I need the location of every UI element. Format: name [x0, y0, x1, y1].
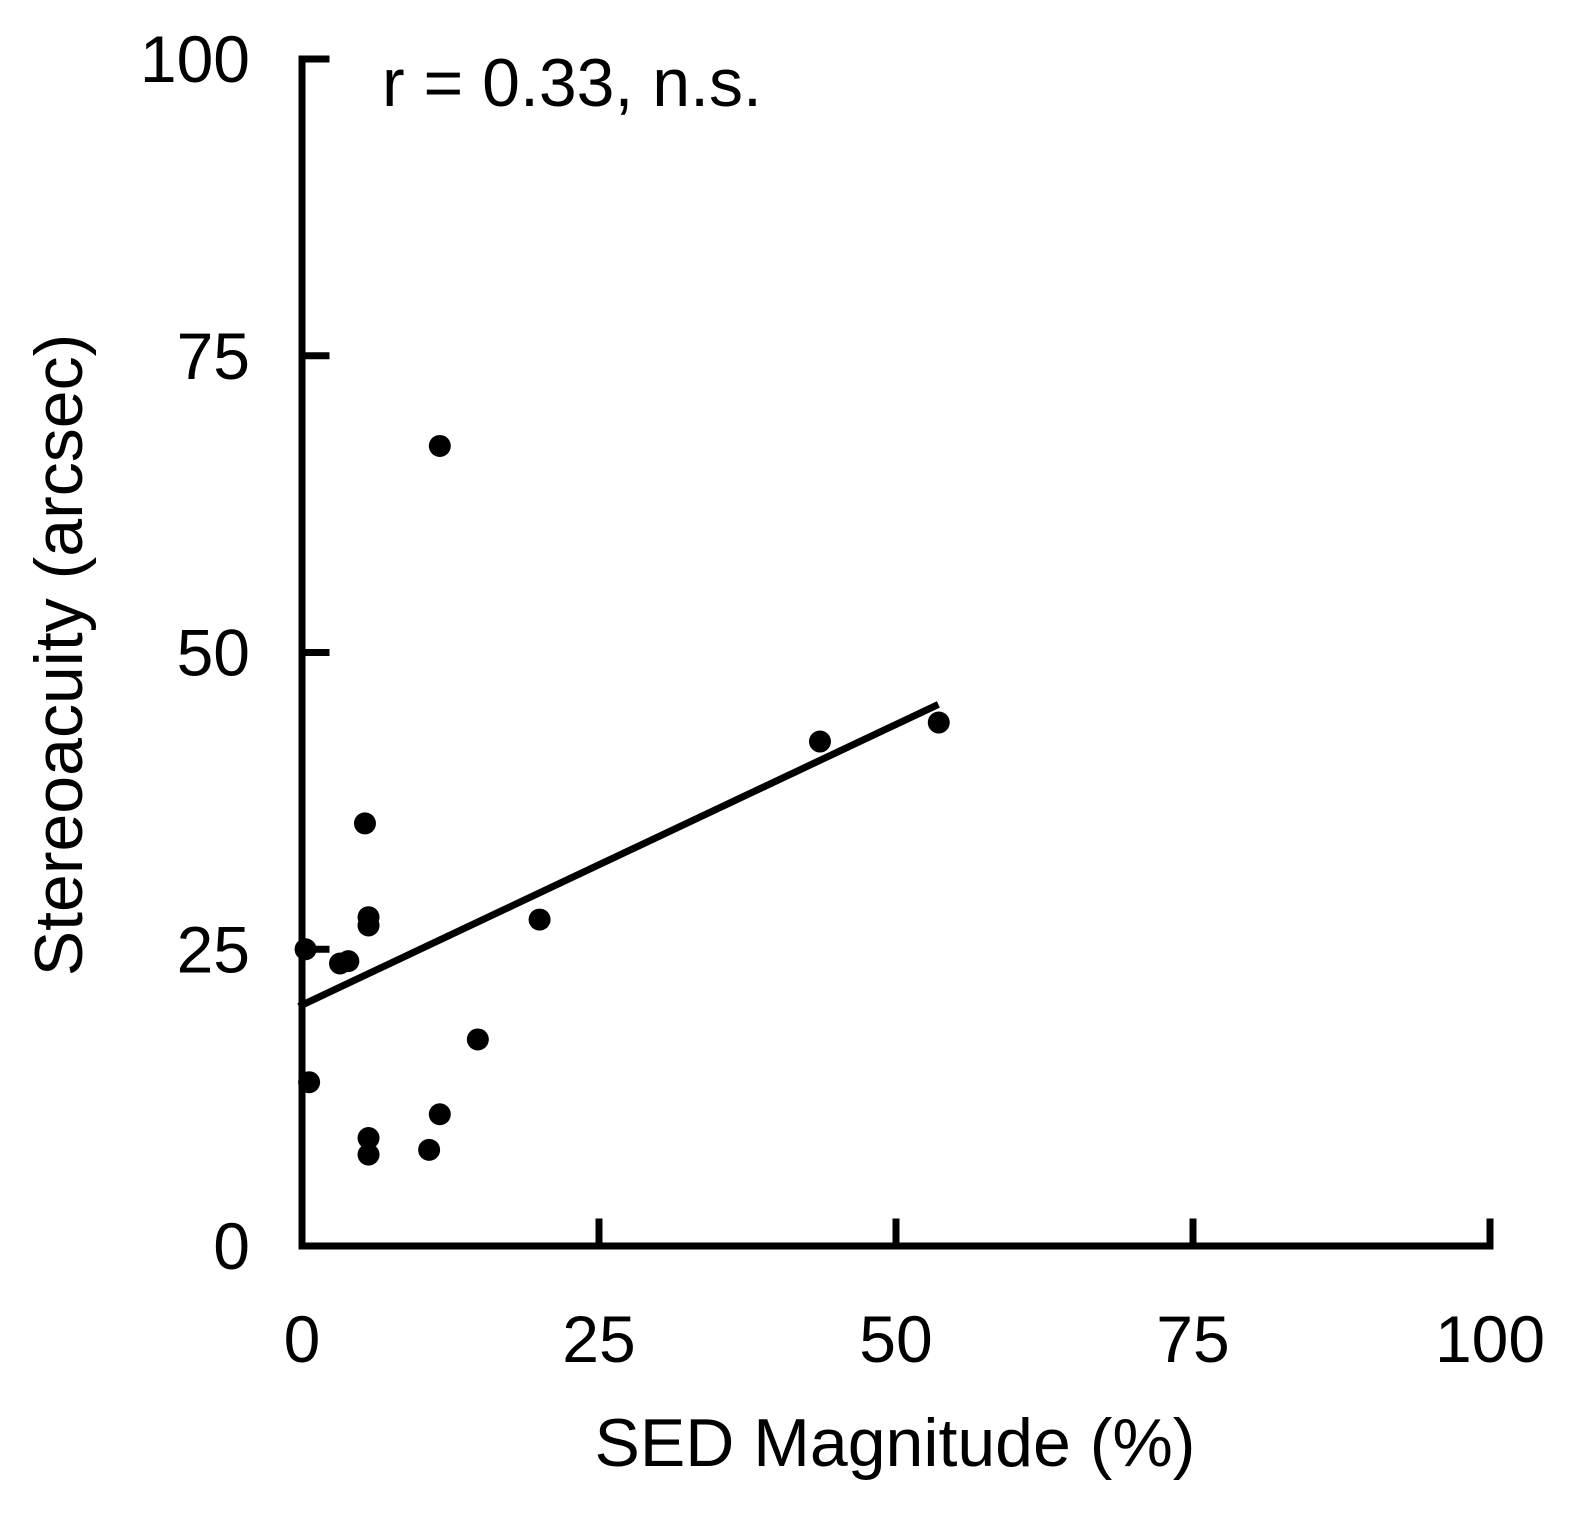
y-tick-label-100: 100: [140, 22, 250, 96]
x-tick-labels: 0 25 50 75 100: [284, 1302, 1545, 1376]
data-point-5: [353, 812, 376, 835]
data-point-11: [428, 434, 451, 457]
data-point-10: [418, 1138, 441, 1161]
data-point-4: [337, 950, 360, 973]
correlation-annotation: r = 0.33, n.s.: [382, 45, 762, 121]
data-point-13: [466, 1028, 489, 1051]
data-point-8: [357, 1126, 380, 1149]
y-tick-label-50: 50: [177, 616, 250, 690]
x-tick-label-75: 75: [1156, 1302, 1229, 1376]
x-tick-label-50: 50: [859, 1302, 932, 1376]
data-point-1: [294, 938, 317, 961]
regression-line: [297, 701, 940, 1010]
data-point-15: [808, 730, 831, 753]
x-ticks: [298, 1218, 1494, 1250]
x-tick-label-0: 0: [284, 1302, 321, 1376]
data-point-7: [357, 914, 380, 937]
data-point-12: [428, 1103, 451, 1126]
data-point-9: [357, 1143, 380, 1166]
y-tick-label-0: 0: [213, 1209, 250, 1283]
data-points: [294, 434, 950, 1166]
y-ticks: [298, 55, 330, 1250]
axes: [298, 55, 1494, 1250]
x-tick-label-25: 25: [562, 1302, 635, 1376]
y-tick-labels: 0 25 50 75 100: [140, 22, 250, 1283]
x-tick-label-100: 100: [1435, 1302, 1545, 1376]
x-axis-title: SED Magnitude (%): [595, 1405, 1196, 1481]
data-point-16: [927, 711, 950, 734]
y-tick-label-25: 25: [177, 912, 250, 986]
y-axis-title: Stereoacuity (arcsec): [21, 334, 97, 976]
y-tick-label-75: 75: [177, 319, 250, 393]
data-point-2: [298, 1071, 321, 1094]
data-point-14: [528, 908, 551, 931]
